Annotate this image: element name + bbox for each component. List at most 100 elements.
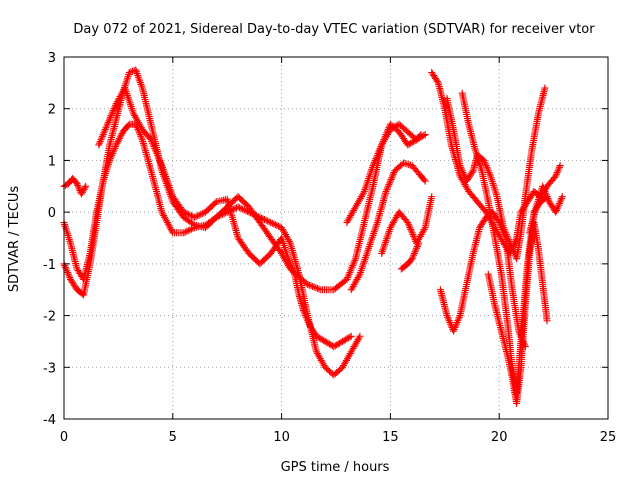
data-point-plus xyxy=(434,79,448,111)
x-tick-label: 20 xyxy=(491,430,508,445)
data-point-plus xyxy=(491,234,505,276)
data-point-plus xyxy=(478,167,492,204)
x-tick-label: 15 xyxy=(382,430,399,445)
data-point-plus xyxy=(552,163,563,180)
data-point-plus xyxy=(119,122,132,136)
data-point-plus xyxy=(86,221,100,268)
data-point-plus xyxy=(404,256,415,268)
data-point-plus xyxy=(534,86,548,118)
data-point-plus xyxy=(339,333,354,345)
data-point-plus xyxy=(556,162,564,170)
data-point-plus xyxy=(60,219,74,245)
data-point-plus xyxy=(360,184,376,226)
data-point-plus xyxy=(513,365,525,407)
x-axis-title: GPS time / hours xyxy=(281,460,390,475)
y-tick-label: 3 xyxy=(48,51,56,66)
y-tick-label: 1 xyxy=(48,154,56,169)
data-point-plus xyxy=(147,136,165,168)
data-point-plus xyxy=(450,313,463,335)
data-point-plus xyxy=(487,172,500,199)
data-point-plus xyxy=(373,189,389,226)
data-point-plus xyxy=(456,283,470,320)
series-track-12 xyxy=(436,208,529,351)
data-point-plus xyxy=(180,213,197,228)
data-point-plus xyxy=(491,301,505,333)
data-point-plus xyxy=(365,220,381,252)
data-point-plus xyxy=(82,182,90,190)
data-point-plus xyxy=(539,182,552,204)
data-point-plus xyxy=(330,338,345,351)
data-point-plus xyxy=(502,234,516,292)
data-point-plus xyxy=(356,246,372,278)
chart-title: Day 072 of 2021, Sidereal Day-to-day VTE… xyxy=(73,22,595,37)
data-point-plus xyxy=(428,193,436,201)
data-point-plus xyxy=(67,275,80,292)
data-point-plus xyxy=(77,184,89,198)
data-point-plus xyxy=(369,143,385,170)
data-point-plus xyxy=(223,195,242,240)
y-tick-labels: -4 -3 -2 -1 0 1 2 3 xyxy=(43,51,56,428)
data-point-plus xyxy=(397,261,410,273)
data-point-plus xyxy=(201,215,219,232)
data-point-plus xyxy=(465,120,479,152)
series-track-8 xyxy=(397,239,423,273)
y-tick-label: -3 xyxy=(43,361,56,376)
data-point-plus xyxy=(476,215,489,232)
data-point-plus xyxy=(286,239,302,276)
data-point-plus xyxy=(234,234,252,256)
data-point-plus xyxy=(99,143,113,185)
data-point-plus xyxy=(234,203,251,215)
data-point-plus xyxy=(347,332,355,340)
data-point-plus xyxy=(104,101,119,128)
data-point-plus xyxy=(463,168,476,185)
data-point-plus xyxy=(504,353,516,380)
data-point-plus xyxy=(517,195,529,237)
data-point-plus xyxy=(158,208,176,235)
data-point-plus xyxy=(138,84,155,126)
data-point-plus xyxy=(382,169,398,195)
series-track-13 xyxy=(484,219,551,407)
data-point-plus xyxy=(121,84,137,116)
data-point-plus xyxy=(343,205,359,226)
data-point-plus xyxy=(395,120,410,135)
series-track-1 xyxy=(60,175,90,198)
x-tick-label: 0 xyxy=(60,430,68,445)
data-point-plus xyxy=(330,365,345,379)
data-point-plus xyxy=(421,177,429,185)
data-point-plus xyxy=(267,219,284,231)
data-point-plus xyxy=(436,286,450,318)
x-tick-label: 5 xyxy=(169,430,177,445)
data-point-plus xyxy=(528,112,542,154)
data-point-plus xyxy=(125,67,138,76)
series-track-4 xyxy=(95,84,355,351)
data-point-plus xyxy=(473,198,489,215)
data-point-plus xyxy=(471,146,485,173)
data-point-plus xyxy=(347,272,363,294)
data-point-plus xyxy=(469,226,483,257)
data-point-plus xyxy=(112,130,126,149)
data-point-plus xyxy=(441,105,455,147)
data-point-plus xyxy=(67,239,81,271)
data-point-plus xyxy=(147,167,165,214)
axis-ticks xyxy=(63,56,609,420)
data-point-plus xyxy=(330,277,349,294)
data-point-plus xyxy=(93,179,107,226)
data-point-plus xyxy=(312,332,328,345)
data-point-plus xyxy=(234,193,252,210)
data-point-plus xyxy=(343,256,359,283)
data-point-plus xyxy=(513,231,525,263)
data-point-plus xyxy=(497,327,511,359)
data-point-plus xyxy=(291,270,303,297)
plot-frame xyxy=(63,56,609,420)
data-point-plus xyxy=(304,281,323,293)
data-point-plus xyxy=(421,195,435,232)
data-point-plus xyxy=(534,244,546,287)
data-point-plus xyxy=(541,84,549,92)
data-point-plus xyxy=(428,69,441,85)
data-point-plus xyxy=(284,255,298,276)
series-track-7 xyxy=(378,193,436,257)
data-point-plus xyxy=(508,286,522,333)
data-point-plus xyxy=(201,199,219,216)
data-point-plus xyxy=(517,303,529,371)
data-point-plus xyxy=(395,128,411,147)
